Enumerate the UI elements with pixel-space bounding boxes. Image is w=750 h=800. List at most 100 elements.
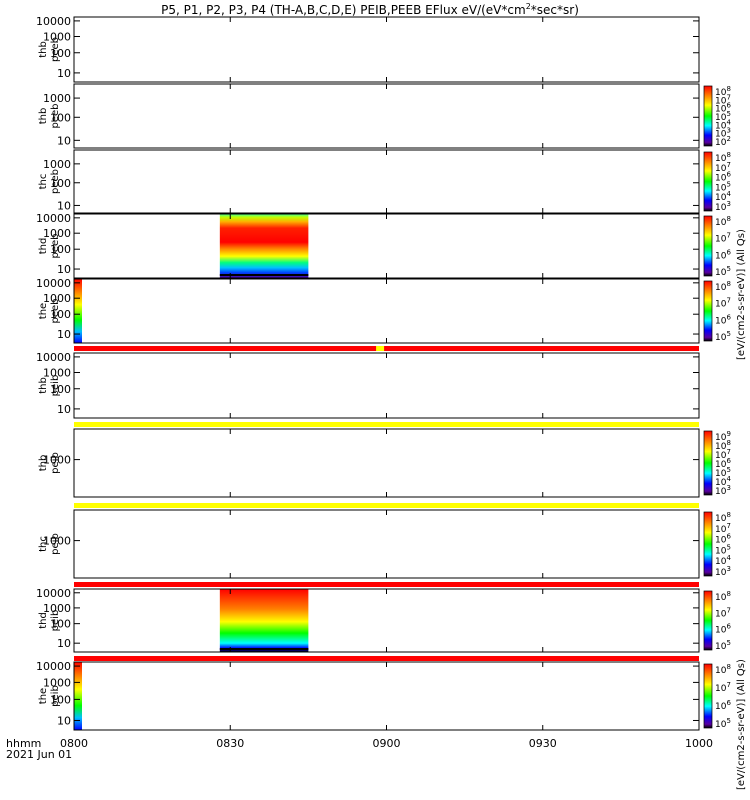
panel-product-label: peeb <box>50 299 61 324</box>
y-tick-label: 1000 <box>43 31 71 44</box>
y-tick-label: 10000 <box>36 212 71 225</box>
colorbar <box>703 151 713 212</box>
colorbar-tick-label: 104 <box>715 475 731 488</box>
colorbar-tick-label: 106 <box>715 313 731 326</box>
y-tick-label: 1000 <box>43 454 71 467</box>
panel-product-label: peib <box>50 452 61 474</box>
panel-the-peib: 10000 1000 100 10 the peib 108 107 106 105 <box>36 660 731 731</box>
hhmm-label: hhmm <box>6 737 41 750</box>
colorbar-tick-label: 108 <box>715 151 731 164</box>
colorbar-tick-label: 106 <box>715 623 731 636</box>
panel-product-label: peib <box>50 685 61 707</box>
colorbar-tick-label: 105 <box>715 180 731 193</box>
y-tick-label: 100 <box>50 383 71 396</box>
colorbar-tick-label: 103 <box>715 565 731 578</box>
y-tick-label: 100 <box>50 618 71 631</box>
colorbar-tick-label: 107 <box>715 522 731 535</box>
y-tick-label: 100 <box>50 308 71 321</box>
y-tick-label: 10 <box>57 263 71 276</box>
y-tick-label: 1000 <box>43 292 71 305</box>
panel-probe-label: thd <box>38 612 49 629</box>
panel-probe-label: thc <box>38 174 49 190</box>
panel-frame <box>73 588 700 653</box>
colorbar <box>703 511 713 577</box>
y-tick-label: 10 <box>57 403 71 416</box>
status-bar <box>74 582 699 587</box>
y-tick-label: 10 <box>57 199 71 212</box>
y-tick-label: 10000 <box>36 587 71 600</box>
colorbar-tick-label: 106 <box>715 457 731 470</box>
colorbar-tick-label: 106 <box>715 248 731 261</box>
y-tick-label: 10 <box>57 67 71 80</box>
y-tick-label: 1000 <box>43 602 71 615</box>
status-bar <box>74 422 699 427</box>
colorbar-tick-label: 109 <box>715 430 731 443</box>
panel-thd-peib: 10000 1000 100 10 thd peib 108 107 106 105 <box>36 587 731 661</box>
status-bar <box>74 346 699 351</box>
colorbar-tick-label: 105 <box>715 466 731 479</box>
colorbar <box>703 85 713 147</box>
y-tick-label: 10 <box>57 134 71 147</box>
y-tick-label: 10 <box>57 637 71 650</box>
colorbar-tick-label: 105 <box>715 717 731 730</box>
colorbar-tick-label: 102 <box>715 135 731 148</box>
colorbar <box>703 280 713 342</box>
colorbar-tick-label: 103 <box>715 484 731 497</box>
colorbar <box>703 215 713 277</box>
y-tick-label: 1000 <box>43 158 71 171</box>
spectrogram-block <box>74 279 82 343</box>
time-axis: 0800 0830 0900 0930 1000 <box>60 737 713 750</box>
colorbar-tick-label: 103 <box>715 127 731 140</box>
colorbar <box>703 430 713 496</box>
colorbar-tick-label: 105 <box>715 110 731 123</box>
colorbar-tick-label: 107 <box>715 448 731 461</box>
colorbar-tick-label: 107 <box>715 297 731 310</box>
colorbar-tick-label: 108 <box>715 511 731 524</box>
panel-frame <box>73 278 700 344</box>
panel-product-label: peib <box>50 375 61 397</box>
spectrogram-block <box>219 214 309 278</box>
panel-frame <box>73 83 700 149</box>
panel-probe-label: thc <box>38 536 49 552</box>
colorbar-tick-label: 103 <box>715 200 731 213</box>
y-tick-label: 100 <box>50 47 71 60</box>
y-tick-label: 100 <box>50 243 71 256</box>
y-tick-label: 1000 <box>43 92 71 105</box>
panel-probe-label: thb <box>38 108 49 125</box>
colorbar-tick-label: 107 <box>715 93 731 106</box>
colorbar-tick-label: 106 <box>715 171 731 184</box>
panel-frame <box>73 428 700 498</box>
colorbar-tick-label: 106 <box>715 102 731 115</box>
colorbar-caption-upper: [eV/(cm2-s-sr-eV)] (All Qs) <box>736 229 747 360</box>
y-tick-label: 10000 <box>36 351 71 364</box>
panel-thb-peeb: 10000 1000 100 10 thb peeb <box>36 15 700 83</box>
panel-product-label: peeb <box>50 104 61 129</box>
panel-probe-label: the <box>38 303 49 319</box>
y-tick-label: 10000 <box>36 277 71 290</box>
panel-probe-label: thb <box>38 41 49 58</box>
panel-product-label: peeb <box>50 169 61 194</box>
status-bar <box>74 656 699 661</box>
spectrogram-block <box>219 589 309 652</box>
panel-product-label: peeb <box>50 37 61 62</box>
colorbar-tick-label: 108 <box>715 85 731 98</box>
colorbar-tick-label: 106 <box>715 699 731 712</box>
colorbar-tick-label: 108 <box>715 439 731 452</box>
colorbar-tick-label: 108 <box>715 663 731 676</box>
chart-title: P5, P1, P2, P3, P4 (TH-A,B,C,D,E) PEIB,P… <box>161 2 579 17</box>
panel-frame <box>73 509 700 579</box>
status-bar <box>74 503 699 508</box>
y-tick-label: 10 <box>57 328 71 341</box>
panel-probe-label: thb <box>38 377 49 394</box>
colorbar-tick-label: 107 <box>715 606 731 619</box>
panel-probe-label: the <box>38 688 49 704</box>
status-gap <box>376 346 385 351</box>
panel-the-peeb: 10000 1000 100 10 the peeb 108 107 106 105 <box>36 277 731 351</box>
y-tick-label: 100 <box>50 693 71 706</box>
colorbar-tick-label: 108 <box>715 280 731 293</box>
y-tick-label: 10000 <box>36 660 71 673</box>
colorbar-tick-label: 107 <box>715 161 731 174</box>
